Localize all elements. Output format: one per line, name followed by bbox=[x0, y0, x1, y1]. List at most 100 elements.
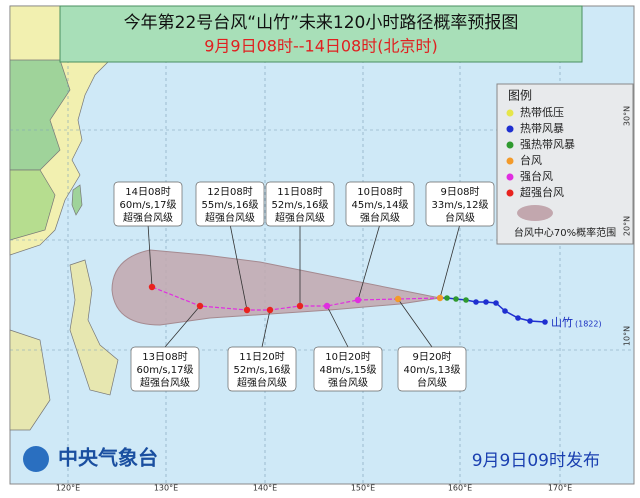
title: 今年第22号台风“山竹”未来120小时路径概率预报图 bbox=[124, 13, 519, 33]
forecast-point bbox=[296, 302, 304, 310]
callout-category: 超强台风级 bbox=[275, 211, 325, 224]
forecast-point bbox=[266, 306, 274, 314]
callout-box bbox=[130, 346, 200, 392]
callout-time: 13日08时 bbox=[142, 351, 187, 363]
lon-label: 150°E bbox=[351, 484, 375, 493]
callout-time: 11日20时 bbox=[239, 351, 284, 363]
legend-marker bbox=[506, 173, 514, 181]
past-point bbox=[515, 315, 521, 321]
callout-wind: 48m/s,15级 bbox=[320, 364, 377, 376]
forecast-point bbox=[148, 283, 156, 291]
philippines bbox=[69, 259, 119, 396]
past-point bbox=[493, 300, 499, 306]
callout-category: 超强台风级 bbox=[140, 376, 190, 389]
callout-category: 超强台风级 bbox=[237, 376, 287, 389]
past-point bbox=[473, 299, 479, 305]
lat-label: 20°N bbox=[623, 216, 632, 236]
typhoon-code: (1822) bbox=[575, 320, 602, 329]
callout-category: 台风级 bbox=[417, 376, 447, 389]
legend-marker bbox=[506, 125, 514, 133]
callout-time: 9日08时 bbox=[440, 186, 479, 198]
forecast-point bbox=[354, 296, 362, 304]
callout-time: 9日20时 bbox=[412, 351, 451, 363]
lat-label: 10°N bbox=[623, 326, 632, 346]
callout-box bbox=[425, 181, 495, 227]
callout-time: 10日20时 bbox=[325, 351, 370, 363]
legend-cone-label: 台风中心70%概率范围 bbox=[514, 226, 616, 239]
callout-wind: 60m/s,17级 bbox=[137, 364, 194, 376]
lat-label: 30°N bbox=[623, 106, 632, 126]
callout-box bbox=[397, 346, 467, 392]
title-box bbox=[59, 5, 583, 63]
callout-wind: 60m/s,17级 bbox=[120, 199, 177, 211]
lon-label: 160°E bbox=[448, 484, 472, 493]
leader bbox=[397, 298, 433, 348]
past-point bbox=[502, 308, 508, 314]
leader bbox=[326, 305, 349, 348]
legend-label: 台风 bbox=[520, 153, 542, 167]
leader bbox=[147, 223, 153, 288]
agency-logo bbox=[23, 446, 49, 472]
callout-box bbox=[265, 181, 335, 227]
callout-category: 强台风级 bbox=[328, 376, 368, 389]
callout-box bbox=[345, 181, 415, 227]
callout-box bbox=[227, 346, 297, 392]
legend-marker bbox=[506, 109, 514, 117]
callout-wind: 52m/s,16级 bbox=[272, 199, 329, 211]
callout-wind: 55m/s,16级 bbox=[202, 199, 259, 211]
legend-title: 图例 bbox=[508, 89, 532, 103]
callout-category: 强台风级 bbox=[360, 211, 400, 224]
callout-time: 10日08时 bbox=[357, 186, 402, 198]
province bbox=[9, 169, 56, 241]
leader bbox=[229, 223, 248, 311]
legend-cone bbox=[517, 205, 553, 221]
leader bbox=[261, 309, 271, 348]
forecast-point bbox=[436, 294, 444, 302]
leader bbox=[164, 305, 201, 348]
callout-time: 11日08时 bbox=[277, 186, 322, 198]
callout-wind: 40m/s,13级 bbox=[404, 364, 461, 376]
taiwan bbox=[71, 184, 83, 216]
callout-wind: 52m/s,16级 bbox=[234, 364, 291, 376]
legend-label: 强热带风暴 bbox=[520, 138, 575, 151]
forecast-point bbox=[196, 302, 204, 310]
callout-wind: 33m/s,12级 bbox=[432, 199, 489, 211]
legend-marker bbox=[506, 157, 514, 165]
legend-marker bbox=[506, 189, 514, 197]
callout-time: 12日08时 bbox=[207, 186, 252, 198]
callout-wind: 45m/s,14级 bbox=[352, 199, 409, 211]
lon-label: 130°E bbox=[154, 484, 178, 493]
past-point bbox=[444, 295, 450, 301]
past-point bbox=[483, 299, 489, 305]
callout-time: 14日08时 bbox=[125, 186, 170, 198]
subtitle: 9月9日08时--14日08时(北京时) bbox=[204, 37, 437, 56]
leader bbox=[439, 223, 461, 299]
lon-label: 170°E bbox=[548, 484, 572, 493]
past-point bbox=[542, 319, 548, 325]
callout-box bbox=[313, 346, 383, 392]
lon-label: 120°E bbox=[56, 484, 80, 493]
callout-category: 台风级 bbox=[445, 211, 475, 224]
past-point bbox=[527, 318, 533, 324]
legend-marker bbox=[506, 141, 514, 149]
agency: 中央气象台 bbox=[58, 446, 158, 470]
lon-label: 140°E bbox=[253, 484, 277, 493]
leader bbox=[357, 223, 381, 301]
legend-label: 热带低压 bbox=[520, 106, 564, 119]
issue-time: 9月9日09时发布 bbox=[472, 451, 600, 471]
legend-label: 强台风 bbox=[520, 169, 553, 183]
legend-label: 超强台风 bbox=[520, 185, 564, 199]
forecast-point bbox=[243, 306, 251, 314]
callout-category: 超强台风级 bbox=[205, 211, 255, 224]
legend-box bbox=[496, 83, 634, 245]
forecast-point bbox=[323, 302, 331, 310]
past-point bbox=[453, 296, 459, 302]
legend-label: 热带风暴 bbox=[520, 122, 564, 135]
past-point bbox=[463, 297, 469, 303]
forecast-point bbox=[394, 295, 402, 303]
typhoon-name: 山竹 bbox=[551, 315, 573, 329]
borneo bbox=[9, 329, 51, 431]
overlay: 120°E 130°E 140°E 150°E 160°E 170°E 10°N 20°N 30… bbox=[56, 106, 632, 493]
callout-category: 超强台风级 bbox=[123, 211, 173, 224]
